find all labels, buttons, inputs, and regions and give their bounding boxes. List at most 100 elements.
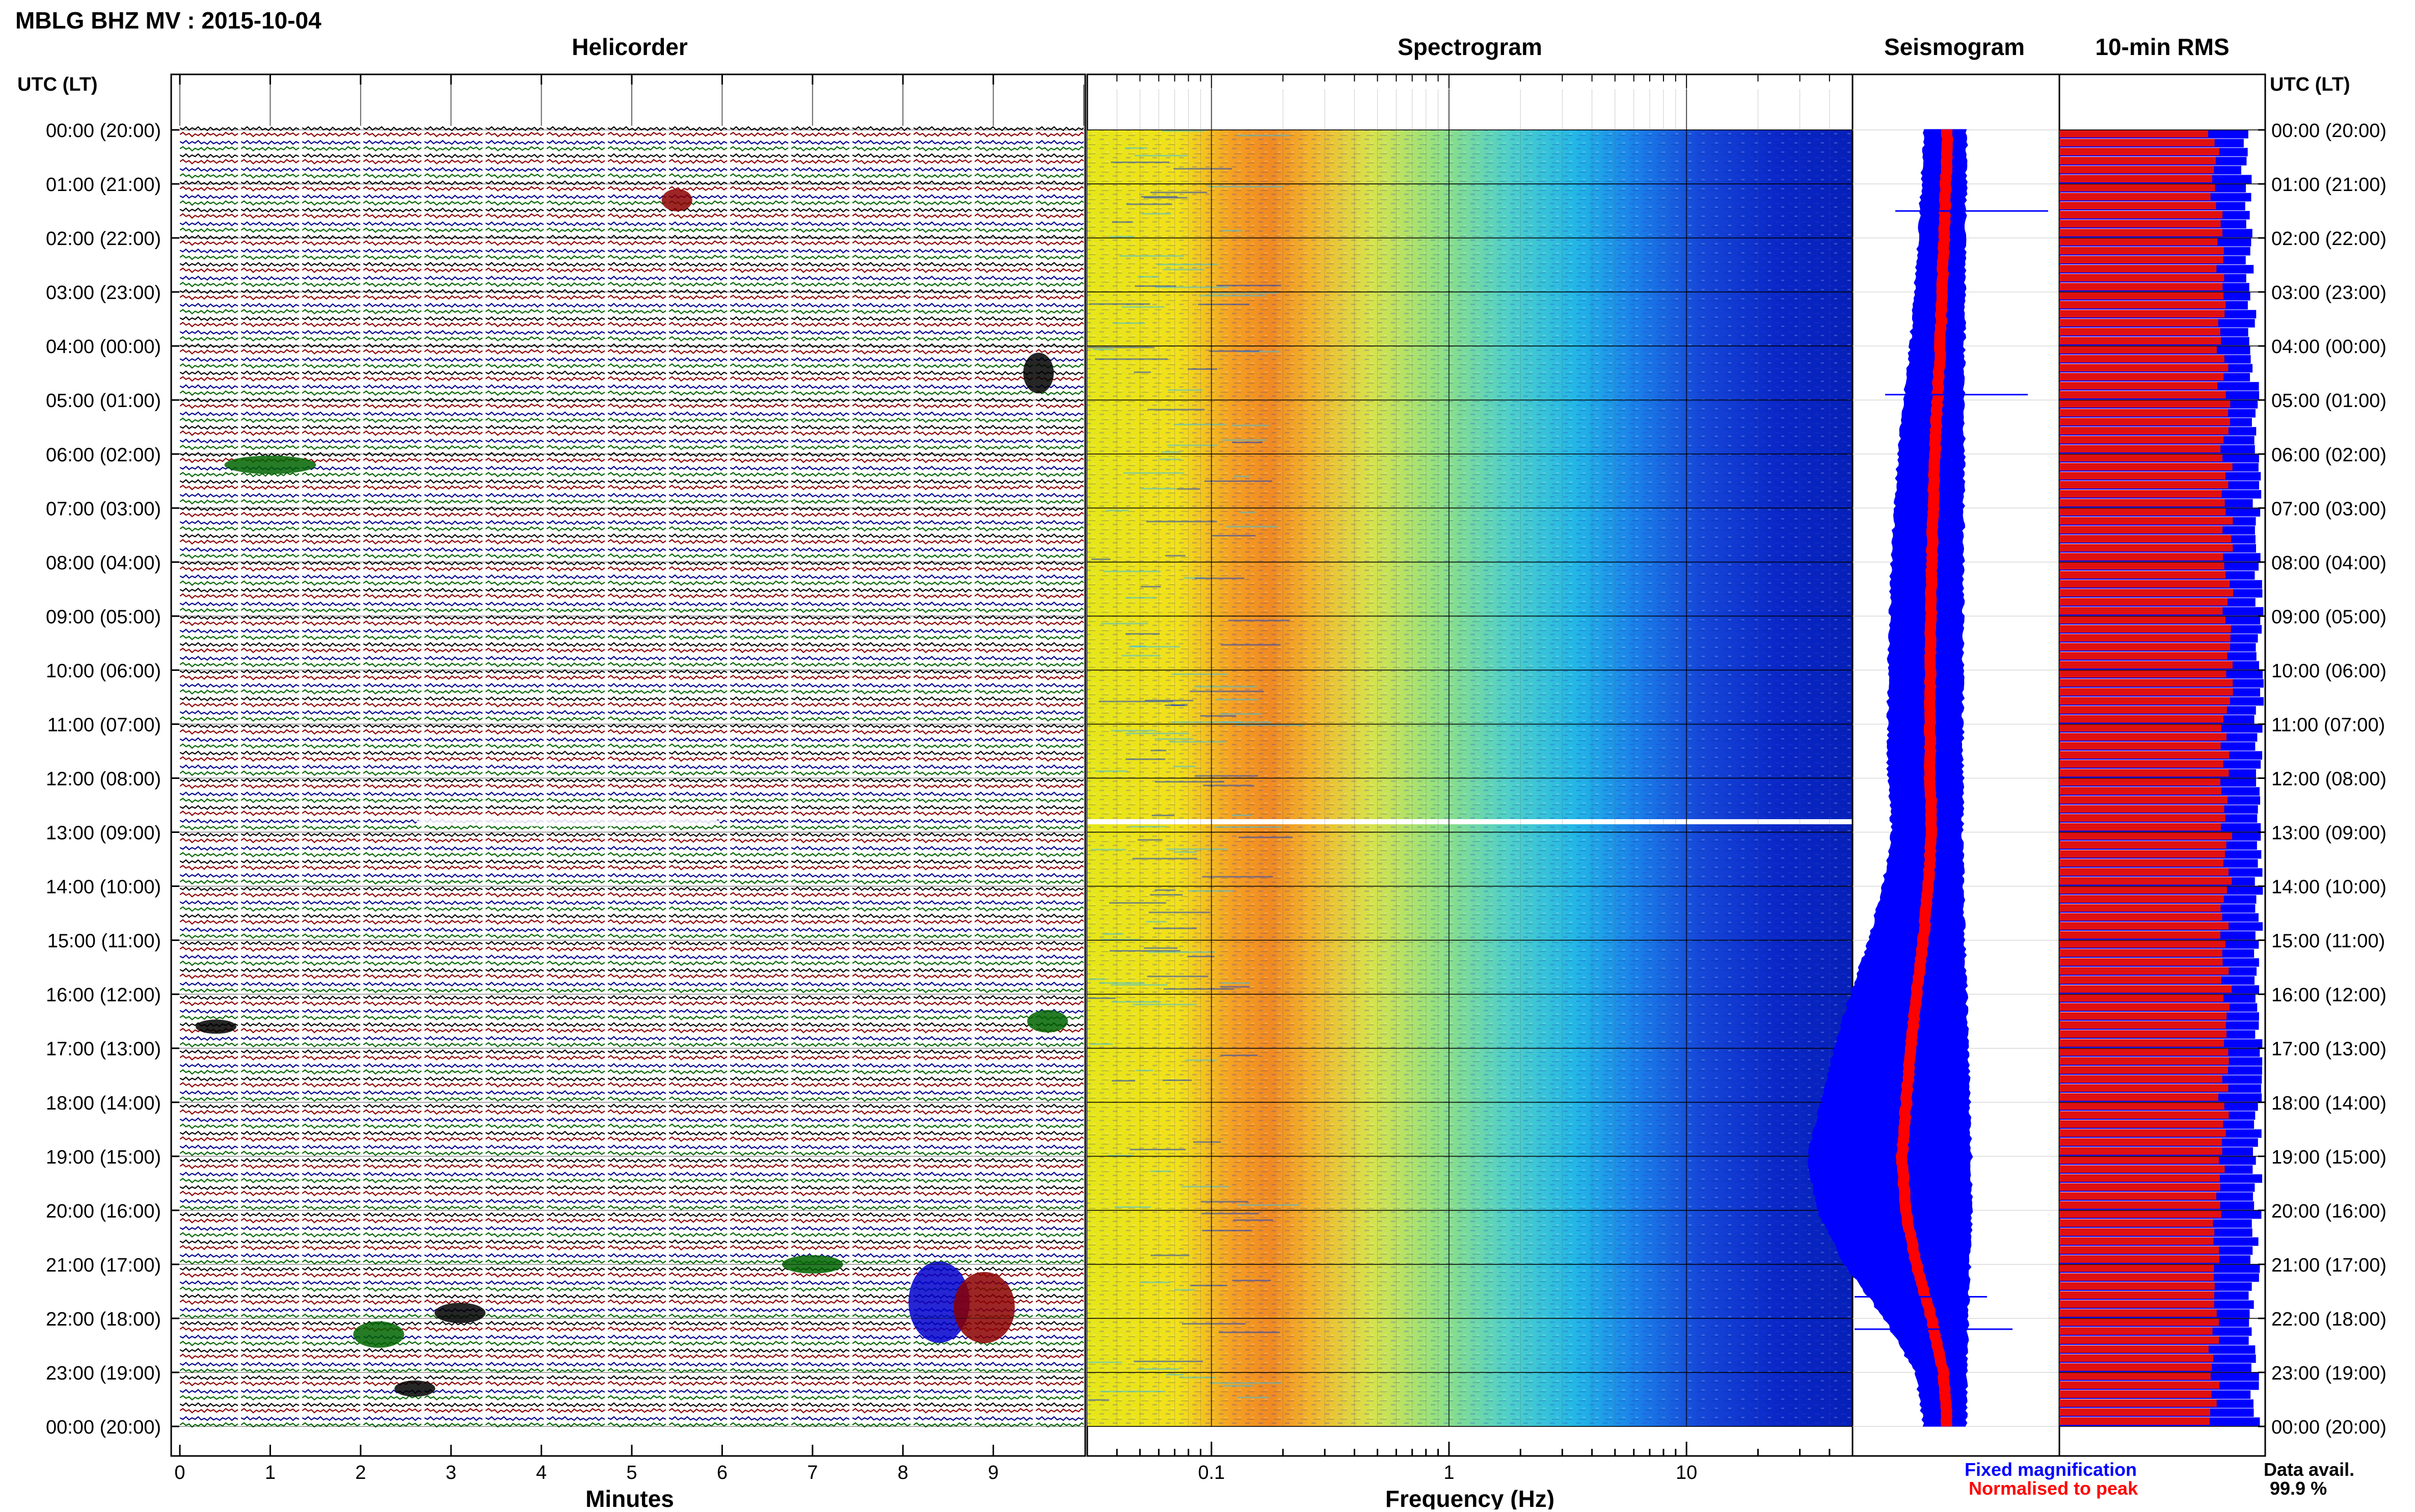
rms-bar-normalised (2059, 922, 2229, 930)
rms-bar-normalised (2059, 427, 2229, 435)
hour-label: 05:00 (01:00) (46, 390, 161, 412)
hour-label: 03:00 (23:00) (2271, 282, 2386, 304)
spectrogram-streak (1188, 368, 1218, 370)
rms-bar-normalised (2059, 310, 2225, 318)
spectrogram-streak (1173, 766, 1196, 768)
spectrogram-streak (1151, 815, 1174, 817)
hour-label: 23:00 (19:00) (2271, 1363, 2386, 1384)
rms-bar-normalised (2059, 796, 2228, 804)
minute-tick-label: 5 (626, 1462, 637, 1483)
data-avail-label: Data avail. (2264, 1459, 2354, 1480)
rms-bar-normalised (2059, 535, 2232, 543)
rms-bar-normalised (2059, 742, 2221, 750)
spectrogram-streak (1194, 775, 1258, 777)
rms-bar-normalised (2059, 787, 2222, 795)
spectrogram-streak (1208, 185, 1284, 187)
rms-bar-normalised (2059, 616, 2226, 624)
rms-panel (2058, 73, 2266, 1457)
frequency-tick-label: 0.1 (1198, 1462, 1225, 1483)
spectrogram-streak (1150, 1254, 1190, 1256)
rms-bar-normalised (2059, 634, 2231, 642)
spectrogram-streak (1137, 1368, 1179, 1370)
rms-bar-normalised (2059, 319, 2218, 327)
spectrogram-streak (1233, 475, 1249, 477)
spectrogram-streak (1099, 1390, 1166, 1392)
spectrogram-streak (1167, 444, 1217, 446)
spectrogram-streak (1103, 571, 1161, 573)
rms-bar-normalised (2059, 1408, 2211, 1416)
helicorder-event (415, 816, 721, 827)
helicorder-event (953, 1272, 1015, 1343)
spectrogram-streak (1137, 276, 1159, 278)
rms-bar-normalised (2059, 1354, 2213, 1362)
spectrogram-streak (1147, 951, 1215, 953)
spectrogram-streak (1228, 619, 1290, 622)
spectrogram-streak (1088, 1399, 1110, 1401)
rms-bar-normalised (2059, 976, 2221, 984)
hour-label: 21:00 (17:00) (2271, 1255, 2386, 1276)
rms-bar-normalised (2059, 391, 2226, 399)
hour-label: 12:00 (08:00) (46, 769, 161, 790)
hour-label: 17:00 (13:00) (46, 1039, 161, 1060)
hour-label: 23:00 (19:00) (46, 1363, 161, 1384)
spectrogram-streak (1129, 645, 1180, 647)
minute-tick-label: 8 (898, 1462, 908, 1483)
legend-normalised-to-peak: Normalised to peak (1969, 1478, 2138, 1499)
rms-bar-normalised (2059, 409, 2229, 417)
spectrogram-streak (1220, 1055, 1258, 1057)
hour-label: 10:00 (06:00) (2271, 660, 2386, 682)
rms-bar-normalised (2059, 1084, 2229, 1092)
rms-bar-normalised (2059, 283, 2223, 291)
rms-bar-normalised (2059, 1264, 2214, 1272)
helicorder-event (1023, 353, 1054, 394)
rms-bar-normalised (2059, 166, 2214, 174)
rms-bar-normalised (2059, 697, 2230, 705)
rms-bar-normalised (2059, 373, 2224, 381)
rms-bar-normalised (2059, 985, 2232, 993)
rms-bar-normalised (2059, 454, 2223, 462)
spectrogram-streak (1087, 997, 1116, 999)
rms-bar-normalised (2059, 499, 2225, 507)
spectrogram-streak (1237, 134, 1291, 137)
spectrogram-streak (1091, 849, 1126, 851)
hour-label: 16:00 (12:00) (2271, 985, 2386, 1006)
hour-label: 11:00 (07:00) (2271, 714, 2385, 736)
hour-label: 11:00 (07:00) (47, 714, 161, 736)
rms-bar-normalised (2059, 337, 2221, 345)
rms-bar-normalised (2059, 625, 2231, 633)
rms-bar-normalised (2059, 751, 2230, 759)
legend-fixed-magnification: Fixed magnification (1965, 1459, 2137, 1480)
spectrogram-streak (1132, 857, 1197, 859)
spectrogram-streak (1219, 1331, 1280, 1333)
spectrogram-streak (1201, 1212, 1259, 1214)
spectrogram-streak (1102, 933, 1123, 935)
hour-label: 18:00 (14:00) (2271, 1093, 2386, 1114)
spectrogram-streak (1113, 322, 1145, 324)
helicorder-event (224, 455, 316, 474)
rms-bar-normalised (2059, 589, 2234, 597)
spectrogram-streak (1155, 738, 1193, 740)
spectrogram-streak (1161, 451, 1180, 453)
rms-bar-normalised (2059, 643, 2230, 651)
spectrogram-streak (1204, 480, 1273, 482)
spectrogram-streak (1221, 644, 1281, 646)
spectrogram-streak (1141, 488, 1176, 490)
spectrogram-streak (1150, 192, 1208, 194)
hour-label: 14:00 (10:00) (46, 877, 161, 898)
spectrogram-streak (1181, 1185, 1230, 1187)
spectrogram-streak (1200, 1201, 1249, 1203)
spectrogram-streak (1173, 423, 1226, 425)
minutes-axis-label: Minutes (585, 1486, 674, 1509)
helicorder-event (661, 188, 692, 211)
spectrogram-streak (1124, 147, 1148, 149)
spectrogram-streak (1171, 704, 1188, 706)
rms-bar-normalised (2059, 238, 2218, 246)
frequency-tick-label: 1 (1443, 1462, 1454, 1483)
hour-label: 07:00 (03:00) (2271, 498, 2386, 520)
rms-bar-normalised (2059, 1201, 2220, 1209)
helicorder-title: Helicorder (572, 34, 688, 60)
minute-tick-label: 2 (355, 1462, 366, 1483)
spectrogram-streak (1088, 978, 1105, 980)
rms-bar-normalised (2059, 1246, 2219, 1254)
